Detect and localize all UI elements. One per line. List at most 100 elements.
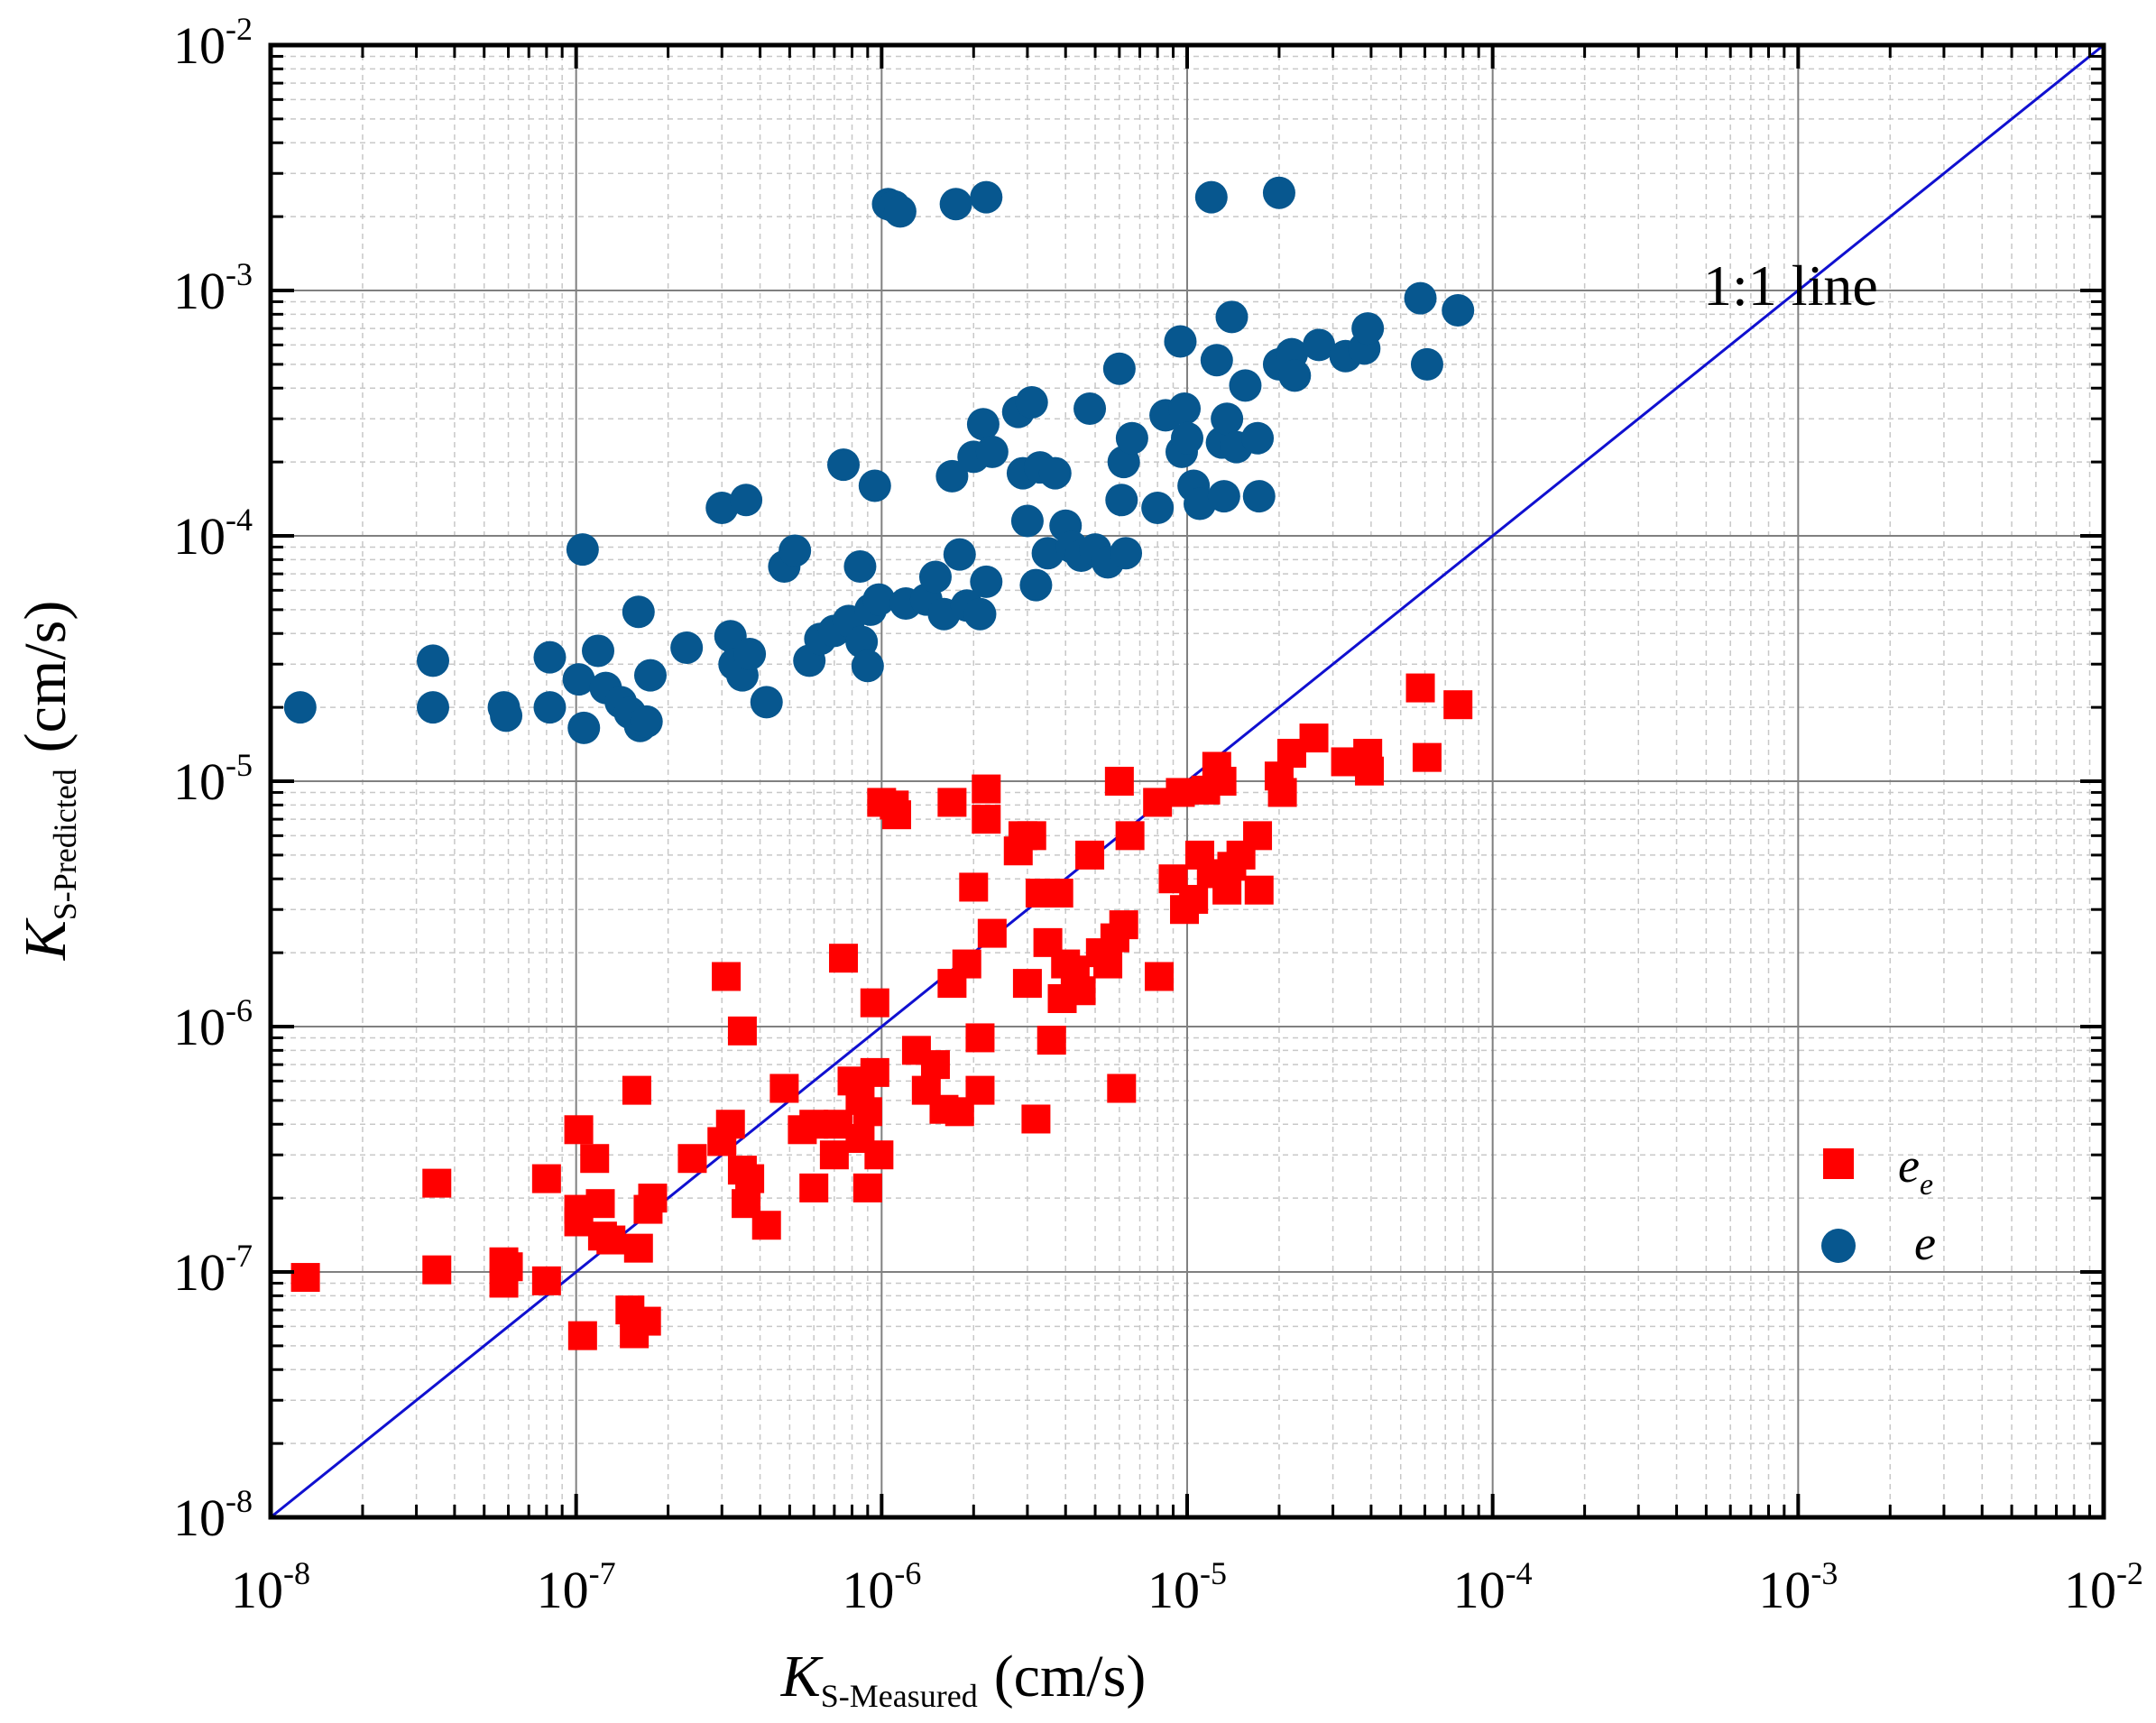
x-tick-label: 10-7 xyxy=(537,1555,616,1619)
x-tick-base: 10 xyxy=(537,1561,589,1619)
point-square xyxy=(1243,821,1273,851)
point-square xyxy=(799,1110,829,1139)
point-square xyxy=(564,1115,594,1145)
legend-ee-main: e xyxy=(1898,1138,1920,1193)
y-axis-title-units: (cm/s) xyxy=(13,601,78,753)
point-circle xyxy=(1211,402,1244,436)
point-square xyxy=(1093,949,1123,979)
point-circle xyxy=(1241,421,1275,455)
x-tick-base: 10 xyxy=(842,1561,894,1619)
point-square xyxy=(769,1073,799,1103)
point-square xyxy=(852,1097,882,1127)
axis-ticks xyxy=(269,43,2105,1519)
point-square xyxy=(531,1266,561,1295)
x-tick-exp: -5 xyxy=(1200,1555,1227,1591)
point-square xyxy=(422,1168,452,1198)
point-circle xyxy=(970,565,1003,598)
x-tick-base: 10 xyxy=(231,1561,283,1619)
legend-marker-square xyxy=(1823,1148,1854,1179)
x-tick-exp: -8 xyxy=(283,1555,310,1591)
point-circle xyxy=(670,631,704,665)
y-tick-exp: -2 xyxy=(226,11,253,47)
y-tick-exp: -7 xyxy=(226,1238,253,1274)
point-square xyxy=(882,800,912,830)
point-square xyxy=(1107,1073,1137,1103)
y-tick-label: 10-3 xyxy=(173,256,253,320)
point-square xyxy=(727,1016,757,1046)
legend-marker-circle xyxy=(1821,1229,1856,1263)
point-circle xyxy=(966,408,1000,441)
point-circle xyxy=(939,188,972,221)
point-circle xyxy=(1073,392,1107,425)
point-square xyxy=(585,1189,615,1219)
x-tick-label: 10-4 xyxy=(1453,1555,1533,1619)
point-circle xyxy=(1141,492,1175,525)
y-axis-title: KS-Predicted (cm/s) xyxy=(13,601,83,962)
point-square xyxy=(596,1225,626,1255)
point-circle xyxy=(533,691,567,724)
y-tick-label: 10-7 xyxy=(173,1238,253,1302)
point-square xyxy=(1044,879,1073,908)
point-square xyxy=(751,1211,781,1240)
point-circle xyxy=(970,180,1003,214)
point-square xyxy=(1012,969,1042,999)
point-square xyxy=(972,805,1001,834)
x-axis-title-main: K xyxy=(780,1644,824,1709)
legend-label-e: e xyxy=(1914,1216,1936,1270)
x-tick-base: 10 xyxy=(1758,1561,1810,1619)
x-tick-exp: -2 xyxy=(2116,1555,2143,1591)
x-axis-title-units: (cm/s) xyxy=(994,1644,1147,1709)
point-circle xyxy=(918,560,952,594)
point-circle xyxy=(1015,386,1048,419)
x-tick-label: 10-8 xyxy=(231,1555,310,1619)
x-tick-label: 10-6 xyxy=(842,1555,921,1619)
point-circle xyxy=(1242,480,1276,513)
point-circle xyxy=(283,691,317,724)
point-circle xyxy=(1207,480,1240,513)
point-circle xyxy=(750,686,783,719)
point-square xyxy=(567,1321,597,1350)
point-square xyxy=(677,1144,707,1174)
point-circle xyxy=(630,705,663,738)
point-circle xyxy=(963,597,997,631)
y-tick-exp: -4 xyxy=(226,502,253,538)
point-square xyxy=(422,1255,452,1285)
point-square xyxy=(829,944,859,973)
point-square xyxy=(799,1173,829,1202)
x-tick-label: 10-5 xyxy=(1147,1555,1227,1619)
point-circle xyxy=(1262,176,1295,209)
x-tick-label: 10-2 xyxy=(2064,1555,2143,1619)
point-circle xyxy=(1351,312,1385,346)
point-circle xyxy=(1404,281,1437,315)
point-square xyxy=(965,1075,995,1105)
legend: ee e xyxy=(1821,1138,1936,1270)
point-square xyxy=(622,1075,651,1105)
point-square xyxy=(1017,821,1046,851)
point-circle xyxy=(858,469,891,502)
point-square xyxy=(1109,910,1138,940)
point-circle xyxy=(1168,392,1202,425)
point-circle xyxy=(1410,347,1443,381)
point-square xyxy=(819,1140,849,1170)
point-circle xyxy=(733,637,767,670)
y-tick-exp: -5 xyxy=(226,747,253,783)
point-square xyxy=(531,1164,561,1193)
y-tick-label: 10-6 xyxy=(173,992,253,1056)
point-circle xyxy=(883,195,917,228)
point-square xyxy=(972,774,1001,804)
x-axis-title-sub: S-Measured xyxy=(821,1678,978,1714)
point-circle xyxy=(851,650,884,683)
point-circle xyxy=(843,549,877,583)
point-square xyxy=(1166,778,1195,807)
y-tick-label: 10-5 xyxy=(173,747,253,811)
point-square xyxy=(1104,767,1134,796)
x-tick-exp: -7 xyxy=(589,1555,616,1591)
point-square xyxy=(290,1263,320,1293)
point-circle xyxy=(1019,568,1053,602)
point-square xyxy=(1179,884,1209,914)
point-circle xyxy=(862,583,896,616)
point-square xyxy=(1066,976,1096,1006)
y-tick-exp: -3 xyxy=(226,256,253,292)
legend-label-ee: ee xyxy=(1898,1138,1933,1202)
